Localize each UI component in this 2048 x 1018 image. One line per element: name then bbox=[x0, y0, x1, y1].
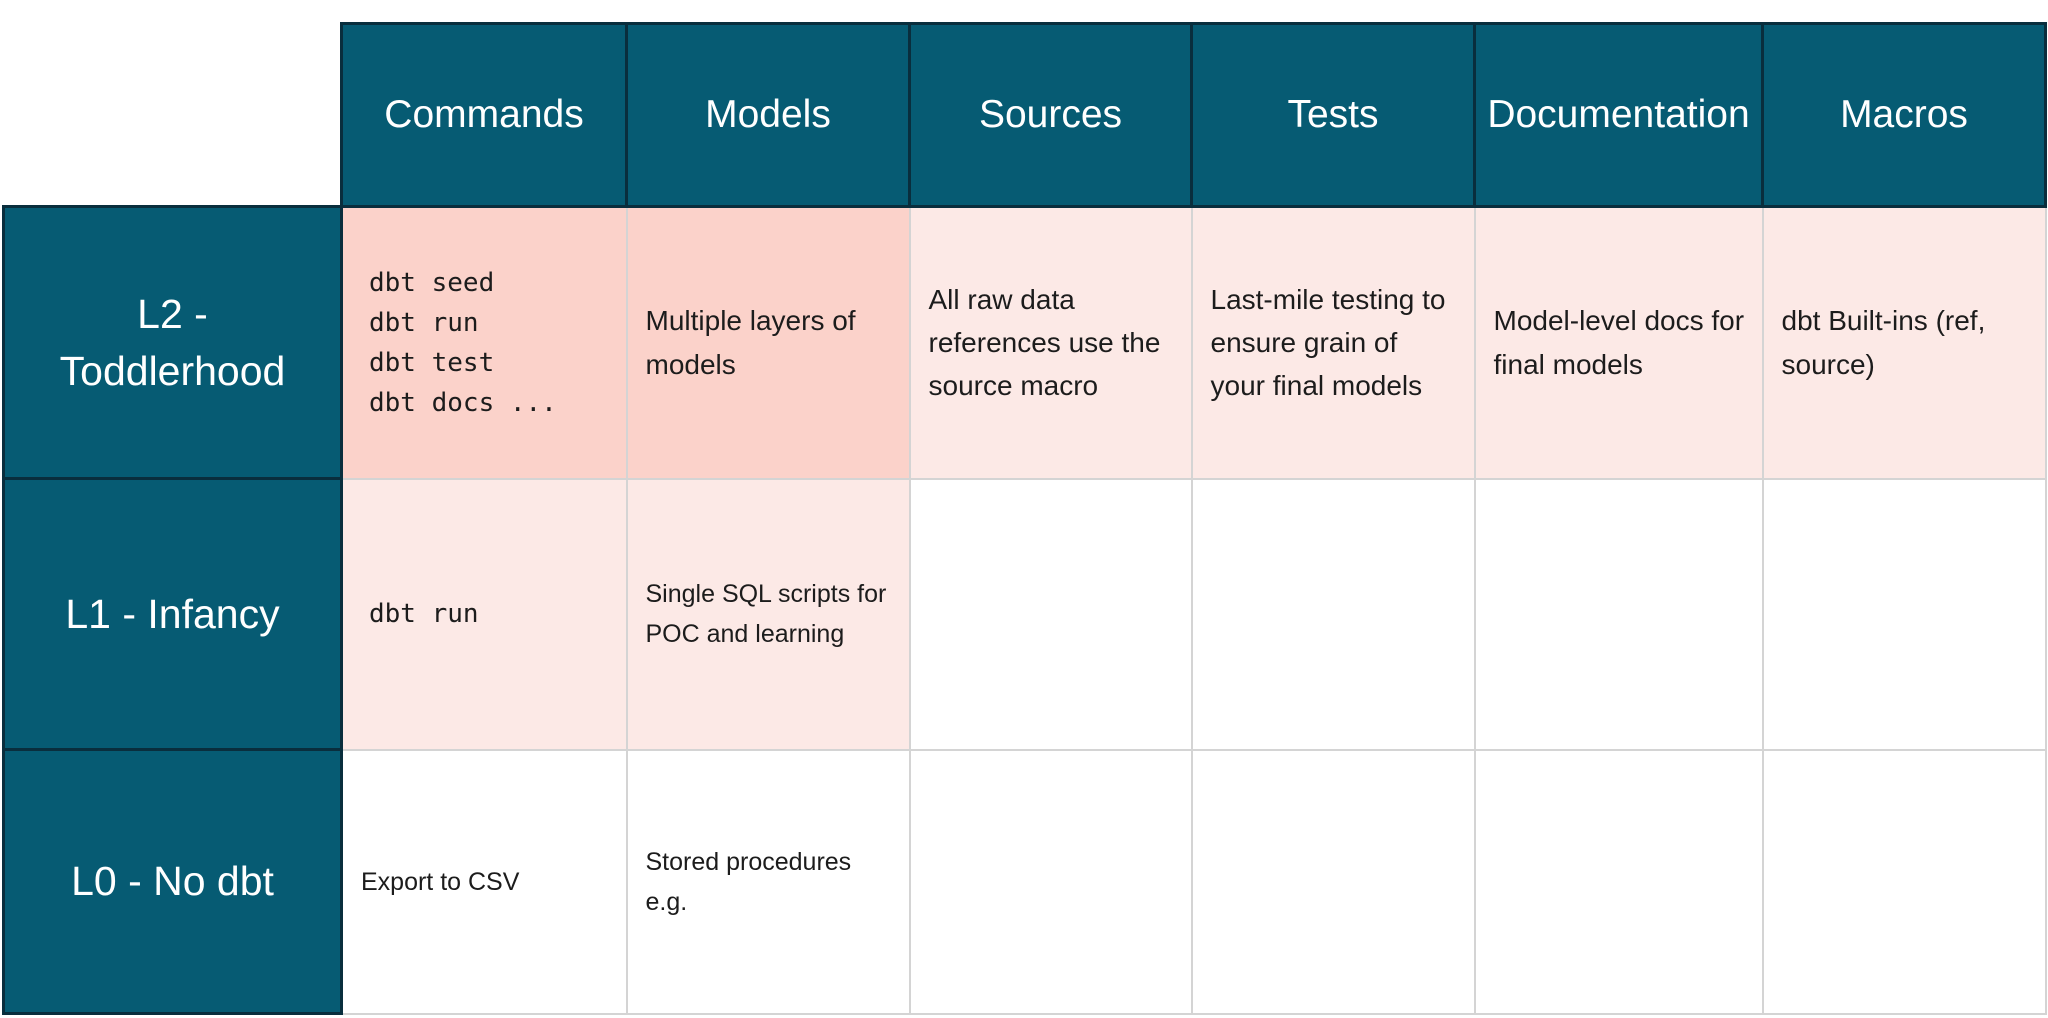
cell-l2-commands: dbt seed dbt run dbt test dbt docs ... bbox=[340, 205, 628, 480]
column-header-sources: Sources bbox=[908, 22, 1193, 208]
column-header-macros: Macros bbox=[1761, 22, 2047, 208]
corner-empty-cell bbox=[3, 23, 342, 207]
cell-l2-macros: dbt Built-ins (ref, source) bbox=[1761, 205, 2047, 480]
cell-l2-documentation: Model-level docs for final models bbox=[1473, 205, 1764, 480]
command-line: dbt run bbox=[369, 307, 479, 338]
cell-l1-tests bbox=[1190, 477, 1476, 751]
row-l1-infancy: L1 - Infancy dbt run Single SQL scripts … bbox=[2, 477, 2047, 751]
command-line: dbt run bbox=[369, 599, 479, 629]
cell-l0-models: Stored procedures e.g. bbox=[625, 748, 911, 1015]
row-l2-toddlerhood: L2 - Toddlerhood dbt seed dbt run dbt te… bbox=[2, 205, 2047, 480]
column-header-documentation: Documentation bbox=[1473, 22, 1764, 208]
dbt-maturity-table: Commands Models Sources Tests Documentat… bbox=[2, 22, 2047, 1015]
row-header-l2-toddlerhood: L2 - Toddlerhood bbox=[2, 205, 343, 480]
row-header-l0-no-dbt: L0 - No dbt bbox=[2, 748, 343, 1015]
column-header-commands: Commands bbox=[340, 22, 628, 208]
cell-l2-models: Multiple layers of models bbox=[625, 205, 911, 480]
header-row: Commands Models Sources Tests Documentat… bbox=[3, 22, 2047, 208]
cell-l1-models: Single SQL scripts for POC and learning bbox=[625, 477, 911, 751]
cell-l0-sources bbox=[908, 748, 1193, 1015]
row-header-l1-infancy: L1 - Infancy bbox=[2, 477, 343, 751]
command-line: dbt docs ... bbox=[369, 387, 557, 418]
column-header-models: Models bbox=[625, 22, 911, 208]
cell-l1-sources bbox=[908, 477, 1193, 751]
cell-l0-documentation bbox=[1473, 748, 1764, 1015]
cell-l1-commands: dbt run bbox=[340, 477, 628, 751]
cell-l2-sources: All raw data references use the source m… bbox=[908, 205, 1193, 480]
command-line: dbt seed bbox=[369, 267, 495, 298]
cell-l0-tests bbox=[1190, 748, 1476, 1015]
cell-l1-macros bbox=[1761, 477, 2047, 751]
cell-l0-commands: Export to CSV bbox=[340, 748, 628, 1015]
cell-l1-documentation bbox=[1473, 477, 1764, 751]
row-l0-no-dbt: L0 - No dbt Export to CSV Stored procedu… bbox=[2, 748, 2047, 1015]
cell-l2-tests: Last-mile testing to ensure grain of you… bbox=[1190, 205, 1476, 480]
column-header-tests: Tests bbox=[1190, 22, 1476, 208]
command-line: dbt test bbox=[369, 347, 495, 378]
cell-l0-macros bbox=[1761, 748, 2047, 1015]
